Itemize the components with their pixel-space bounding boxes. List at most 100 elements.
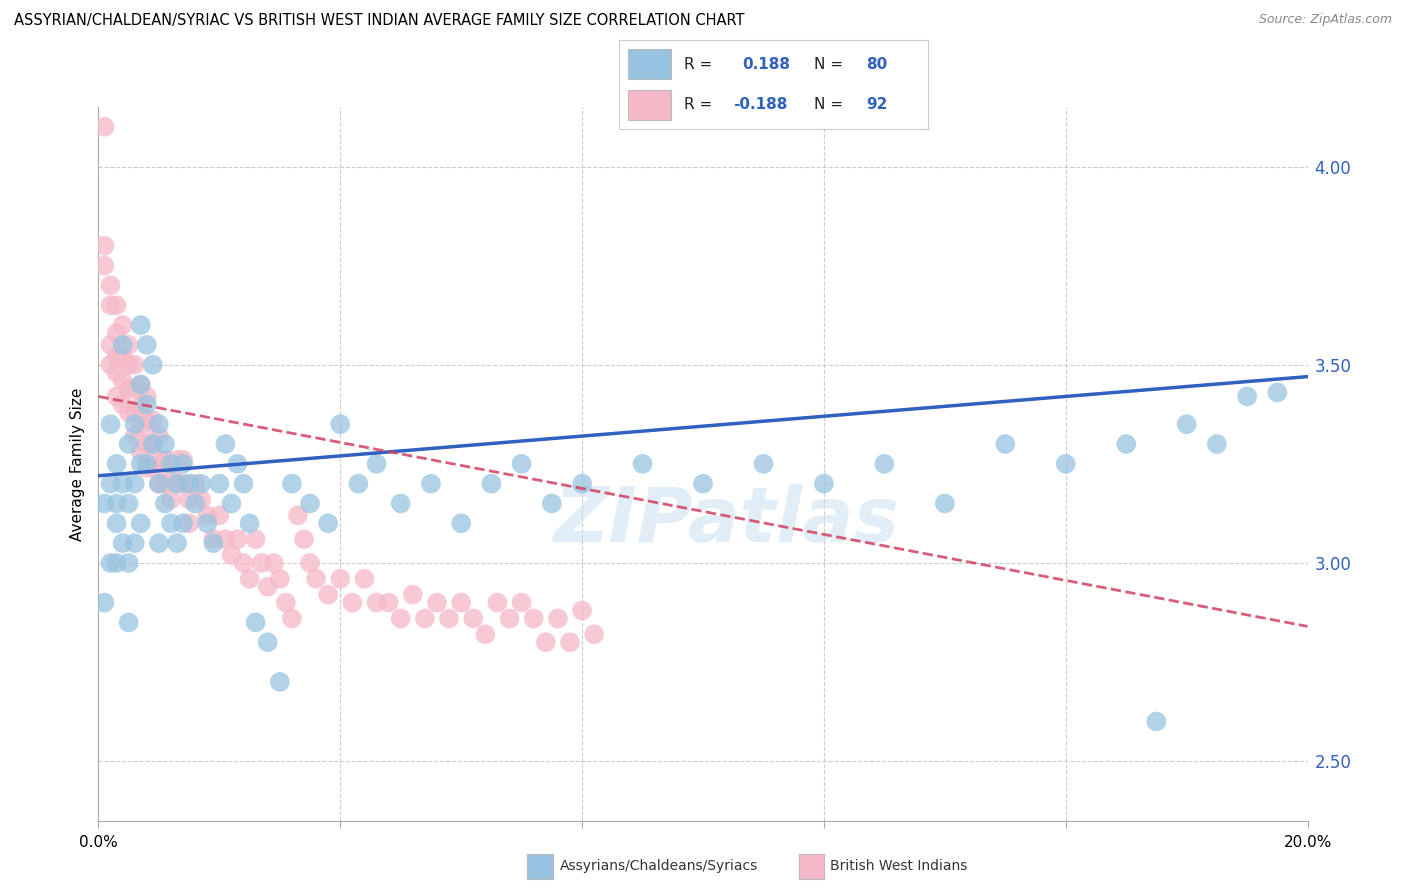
Point — [124, 358, 146, 372]
Point — [135, 460, 157, 475]
Point — [148, 417, 170, 432]
Text: Assyrians/Chaldeans/Syriacs: Assyrians/Chaldeans/Syriacs — [560, 859, 758, 873]
Bar — [628, 90, 671, 120]
Point — [111, 350, 134, 364]
Point — [166, 536, 188, 550]
Point — [245, 615, 267, 630]
Text: 0.188: 0.188 — [742, 57, 790, 71]
Point — [93, 239, 115, 253]
Point — [752, 457, 775, 471]
Point — [179, 516, 201, 531]
Point — [160, 457, 183, 471]
Point — [160, 468, 183, 483]
Point — [148, 536, 170, 550]
Point — [142, 413, 165, 427]
Point — [153, 453, 176, 467]
Point — [135, 338, 157, 352]
Point — [329, 572, 352, 586]
Point — [142, 437, 165, 451]
Point — [571, 603, 593, 617]
Point — [994, 437, 1017, 451]
Point — [202, 532, 225, 546]
Point — [287, 508, 309, 523]
Point — [474, 627, 496, 641]
Point — [420, 476, 443, 491]
Text: R =: R = — [683, 57, 717, 71]
Point — [510, 457, 533, 471]
Point — [1206, 437, 1229, 451]
Point — [934, 496, 956, 510]
Text: 80: 80 — [866, 57, 887, 71]
Point — [118, 382, 141, 396]
Point — [245, 532, 267, 546]
Point — [631, 457, 654, 471]
Point — [481, 476, 503, 491]
Point — [263, 556, 285, 570]
Point — [1175, 417, 1198, 432]
Point — [226, 457, 249, 471]
Text: N =: N = — [814, 97, 848, 112]
Point — [93, 496, 115, 510]
Point — [135, 397, 157, 411]
Text: British West Indians: British West Indians — [830, 859, 967, 873]
Point — [342, 596, 364, 610]
Point — [413, 611, 436, 625]
Point — [184, 496, 207, 510]
Point — [111, 536, 134, 550]
Point — [93, 259, 115, 273]
Point — [269, 674, 291, 689]
Text: 92: 92 — [866, 97, 887, 112]
Point — [100, 278, 122, 293]
Point — [269, 572, 291, 586]
Point — [142, 358, 165, 372]
Point — [100, 556, 122, 570]
Point — [118, 358, 141, 372]
Point — [129, 377, 152, 392]
Point — [118, 405, 141, 419]
Point — [100, 358, 122, 372]
Point — [239, 516, 262, 531]
Point — [93, 120, 115, 134]
Point — [184, 476, 207, 491]
Point — [105, 457, 128, 471]
Point — [124, 536, 146, 550]
Point — [111, 318, 134, 332]
Point — [135, 457, 157, 471]
Point — [571, 476, 593, 491]
Point — [1115, 437, 1137, 451]
Point — [389, 496, 412, 510]
Point — [450, 596, 472, 610]
Point — [93, 596, 115, 610]
Point — [450, 516, 472, 531]
Point — [100, 298, 122, 312]
Point — [124, 405, 146, 419]
Point — [105, 389, 128, 403]
Text: Source: ZipAtlas.com: Source: ZipAtlas.com — [1258, 13, 1392, 27]
Point — [377, 596, 399, 610]
Point — [111, 374, 134, 388]
Point — [486, 596, 509, 610]
Point — [366, 457, 388, 471]
Point — [316, 516, 339, 531]
Point — [172, 457, 194, 471]
Text: R =: R = — [683, 97, 717, 112]
Point — [172, 476, 194, 491]
Point — [124, 429, 146, 443]
Point — [111, 397, 134, 411]
Point — [111, 338, 134, 352]
Point — [221, 496, 243, 510]
Point — [214, 532, 236, 546]
Point — [389, 611, 412, 625]
Text: -0.188: -0.188 — [733, 97, 787, 112]
Text: N =: N = — [814, 57, 848, 71]
Point — [510, 596, 533, 610]
Point — [129, 516, 152, 531]
Point — [232, 476, 254, 491]
Point — [160, 516, 183, 531]
Point — [1267, 385, 1289, 400]
Text: ASSYRIAN/CHALDEAN/SYRIAC VS BRITISH WEST INDIAN AVERAGE FAMILY SIZE CORRELATION : ASSYRIAN/CHALDEAN/SYRIAC VS BRITISH WEST… — [14, 13, 745, 29]
Point — [523, 611, 546, 625]
Point — [214, 437, 236, 451]
Point — [153, 476, 176, 491]
Point — [353, 572, 375, 586]
